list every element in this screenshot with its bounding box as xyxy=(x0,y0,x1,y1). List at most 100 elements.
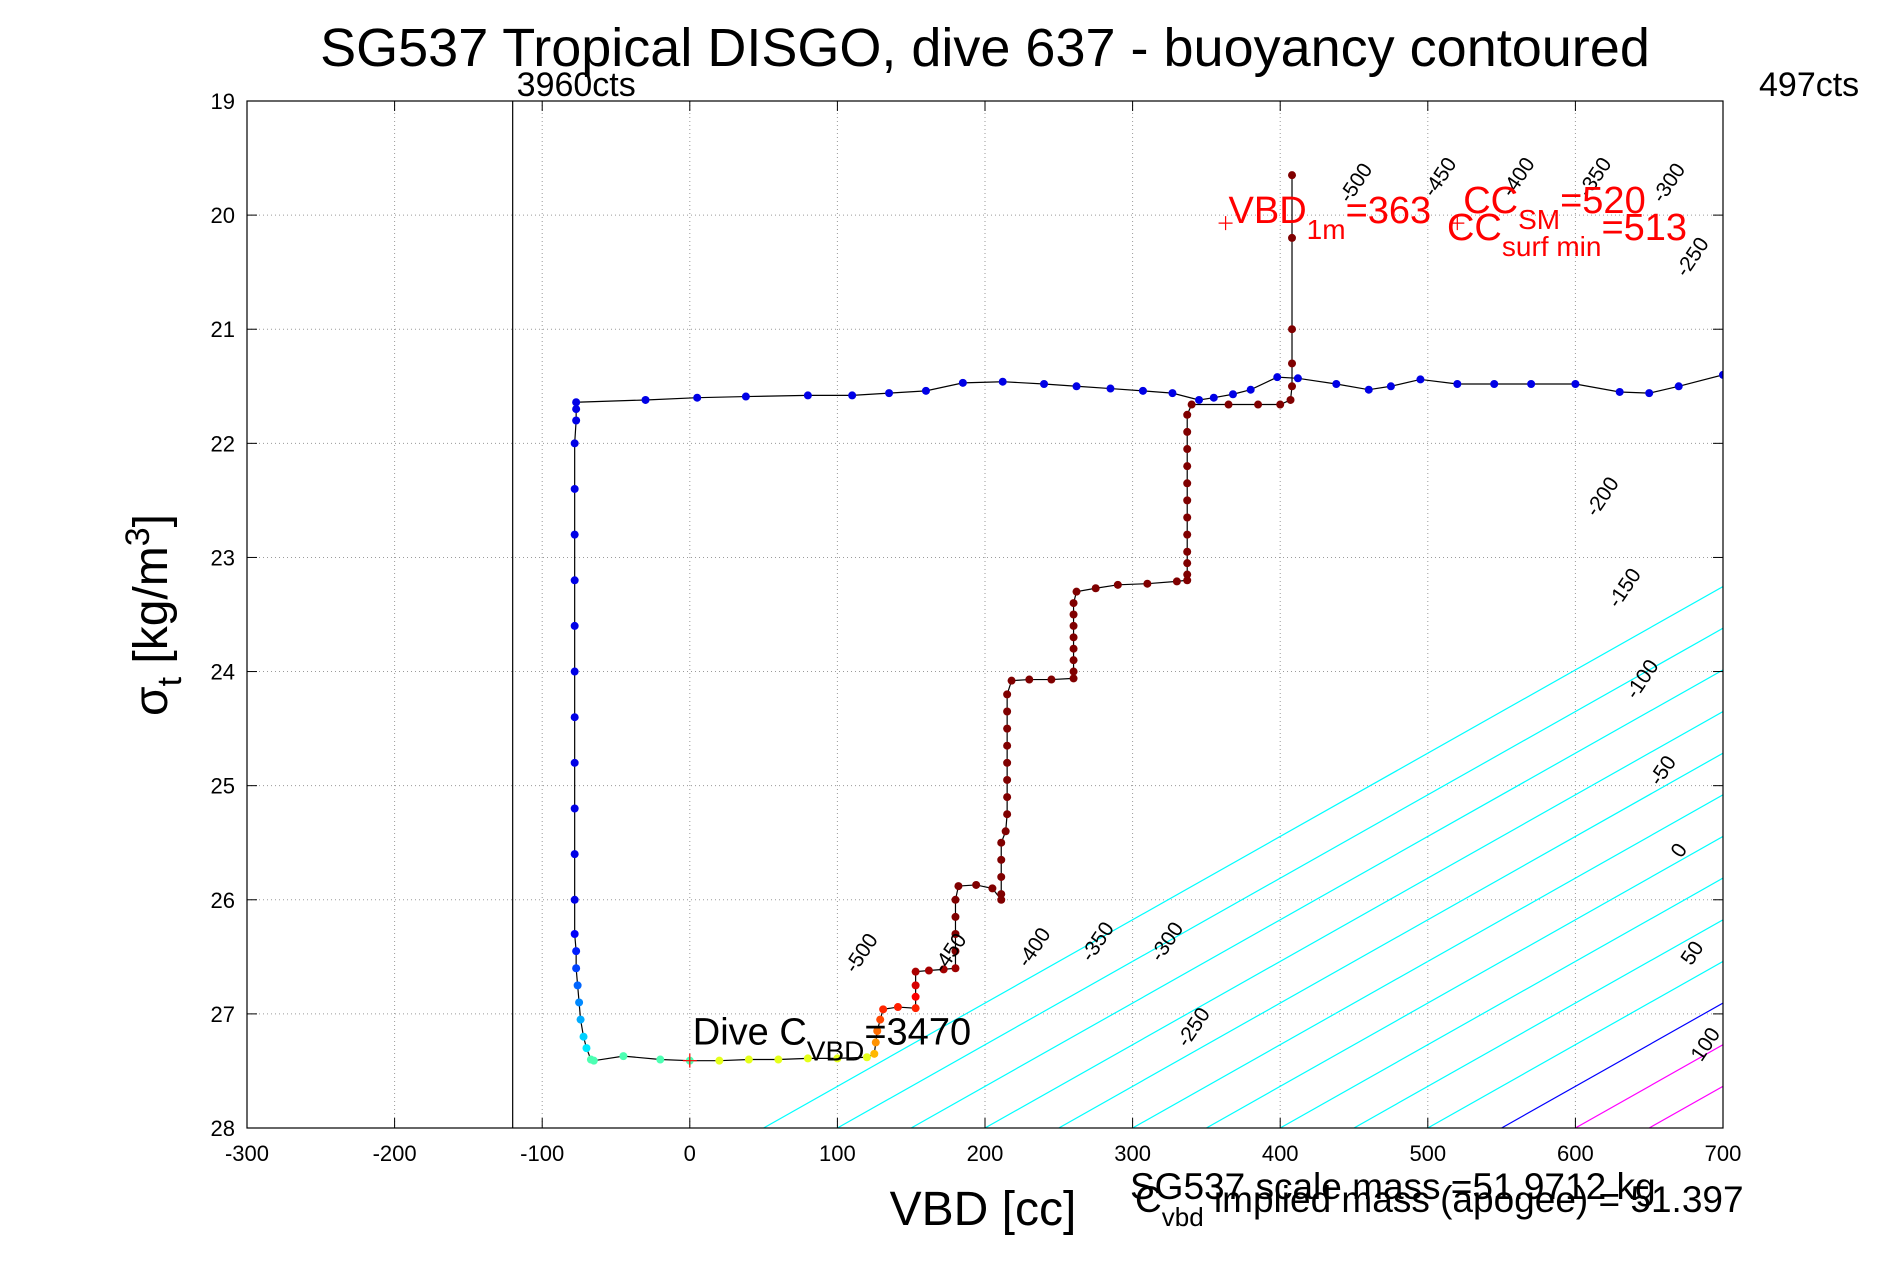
x-tick-label: -200 xyxy=(373,1141,417,1166)
x-tick-label: 600 xyxy=(1557,1141,1594,1166)
profile-point xyxy=(1069,599,1078,608)
annotation-marker xyxy=(1450,216,1465,231)
profile-point xyxy=(1069,621,1078,630)
profile-point xyxy=(1228,390,1237,399)
profile-point xyxy=(1069,674,1078,683)
profile-point xyxy=(833,1054,842,1063)
profile-point xyxy=(575,998,584,1007)
profile-point xyxy=(1288,382,1297,391)
profile-point xyxy=(893,1003,902,1012)
annotation-text-part: VBD xyxy=(807,1036,865,1067)
profile-point xyxy=(1003,775,1012,784)
profile-point xyxy=(1615,387,1624,396)
profile-point xyxy=(1719,370,1723,379)
chart-title: SG537 Tropical DISGO, dive 637 - buoyanc… xyxy=(320,18,1650,78)
profile-point xyxy=(997,872,1006,881)
profile-point xyxy=(1571,379,1580,388)
profile-point xyxy=(1003,707,1012,716)
profile-point xyxy=(921,386,930,395)
profile-point xyxy=(774,1055,783,1064)
profile-point xyxy=(1645,389,1654,398)
annotation-marker xyxy=(1218,216,1233,231)
profile-point xyxy=(570,850,579,859)
profile-point xyxy=(1069,610,1078,619)
profile-point xyxy=(997,838,1006,847)
contour-line xyxy=(984,710,1723,1128)
profile-point xyxy=(1195,395,1204,404)
profile-point xyxy=(572,398,581,407)
profile-point xyxy=(570,484,579,493)
profile-point xyxy=(997,855,1006,864)
profile-point xyxy=(1288,359,1297,368)
annotation-text-part: CC xyxy=(1463,180,1518,222)
profile-point xyxy=(570,530,579,539)
profile-point xyxy=(1416,375,1425,384)
profile-point xyxy=(1069,656,1078,665)
profile-point xyxy=(572,947,581,956)
annotation-text-part: 1m xyxy=(1307,214,1346,245)
x-tick-label: -100 xyxy=(520,1141,564,1166)
profile-point xyxy=(1072,587,1081,596)
profile-point xyxy=(582,1044,591,1053)
profile-point xyxy=(1069,667,1078,676)
contour-line xyxy=(1132,794,1723,1128)
dive-profile xyxy=(570,171,1723,1065)
profile-point xyxy=(619,1052,628,1061)
contour-line xyxy=(837,627,1723,1128)
profile-point xyxy=(911,1004,920,1013)
profile-point xyxy=(572,416,581,425)
annotation-text-part: =3470 xyxy=(864,1012,971,1054)
profile-point xyxy=(1001,827,1010,836)
profile-point xyxy=(951,930,960,939)
annotation-text: CCsurf min=513 xyxy=(1447,207,1687,262)
implied-mass-c: C xyxy=(1135,1179,1162,1220)
profile-point xyxy=(1072,382,1081,391)
profile-point xyxy=(1527,379,1536,388)
profile-point xyxy=(1288,233,1297,242)
profile-point xyxy=(870,1049,879,1058)
profile-point xyxy=(1183,427,1192,436)
profile-point xyxy=(1138,386,1147,395)
profile-point xyxy=(951,912,960,921)
y-tick-label: 23 xyxy=(211,545,235,570)
profile-point xyxy=(876,1015,885,1024)
profile-point xyxy=(1113,580,1122,589)
profile-point xyxy=(570,930,579,939)
profile-point xyxy=(1003,690,1012,699)
y-tick-label: 25 xyxy=(211,774,235,799)
profile-point xyxy=(951,895,960,904)
x-tick-label: 200 xyxy=(967,1141,1004,1166)
contour-line xyxy=(1279,877,1723,1128)
x-tick-label: 400 xyxy=(1262,1141,1299,1166)
y-tick-label: 20 xyxy=(211,203,235,228)
y-tick-label: 22 xyxy=(211,431,235,456)
profile-point xyxy=(1183,479,1192,488)
profile-point xyxy=(573,981,582,990)
profile-point xyxy=(1183,445,1192,454)
profile-point xyxy=(997,895,1006,904)
profile-point xyxy=(1047,675,1056,684)
y-axis-label-unit: [kg/m xyxy=(125,546,178,677)
x-tick-label: -300 xyxy=(225,1141,269,1166)
profile-point xyxy=(579,1032,588,1041)
x-tick-label: 0 xyxy=(684,1141,696,1166)
profile-point xyxy=(570,804,579,813)
x-tick-label: 100 xyxy=(819,1141,856,1166)
profile-point xyxy=(958,378,967,387)
profile-point xyxy=(641,395,650,404)
profile-point xyxy=(576,1015,585,1024)
y-tick-label: 24 xyxy=(211,660,235,685)
y-axis-label: σt [kg/m3] xyxy=(119,514,189,716)
profile-point xyxy=(1276,400,1285,409)
profile-point xyxy=(1183,570,1192,579)
profile-point xyxy=(1183,462,1192,471)
profile-point xyxy=(1003,741,1012,750)
profile-point xyxy=(1332,379,1341,388)
profile-point xyxy=(873,1027,882,1036)
annotation-text-part: =520 xyxy=(1560,180,1646,222)
profile-point xyxy=(1183,513,1192,522)
profile-point xyxy=(803,1054,812,1063)
scale-mass-note: SG537 scale mass =51.9712 kg xyxy=(1130,1166,1656,1207)
